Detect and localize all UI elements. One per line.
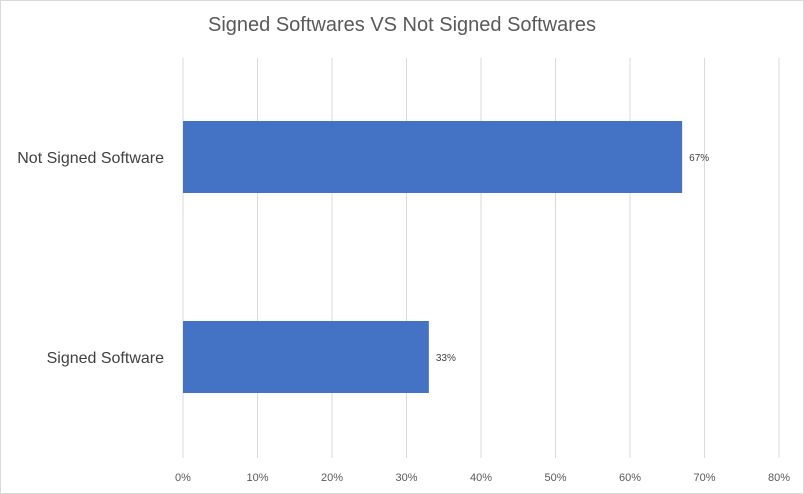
bar [183, 121, 683, 193]
y-category-label: Not Signed Software [17, 150, 164, 167]
chart-title: Signed Softwares VS Not Signed Softwares [208, 14, 596, 36]
x-tick-label: 60% [619, 472, 641, 484]
x-tick-label: 40% [470, 472, 492, 484]
x-tick-label: 30% [395, 472, 417, 484]
y-category-label: Signed Software [47, 350, 165, 367]
data-label: 67% [689, 153, 709, 164]
x-tick-label: 80% [768, 472, 790, 484]
x-tick-label: 0% [175, 472, 191, 484]
x-tick-label: 50% [544, 472, 566, 484]
x-tick-label: 10% [246, 472, 268, 484]
x-tick-label: 20% [321, 472, 343, 484]
x-tick-label: 70% [693, 472, 715, 484]
data-label: 33% [436, 353, 456, 364]
bar [183, 321, 429, 393]
